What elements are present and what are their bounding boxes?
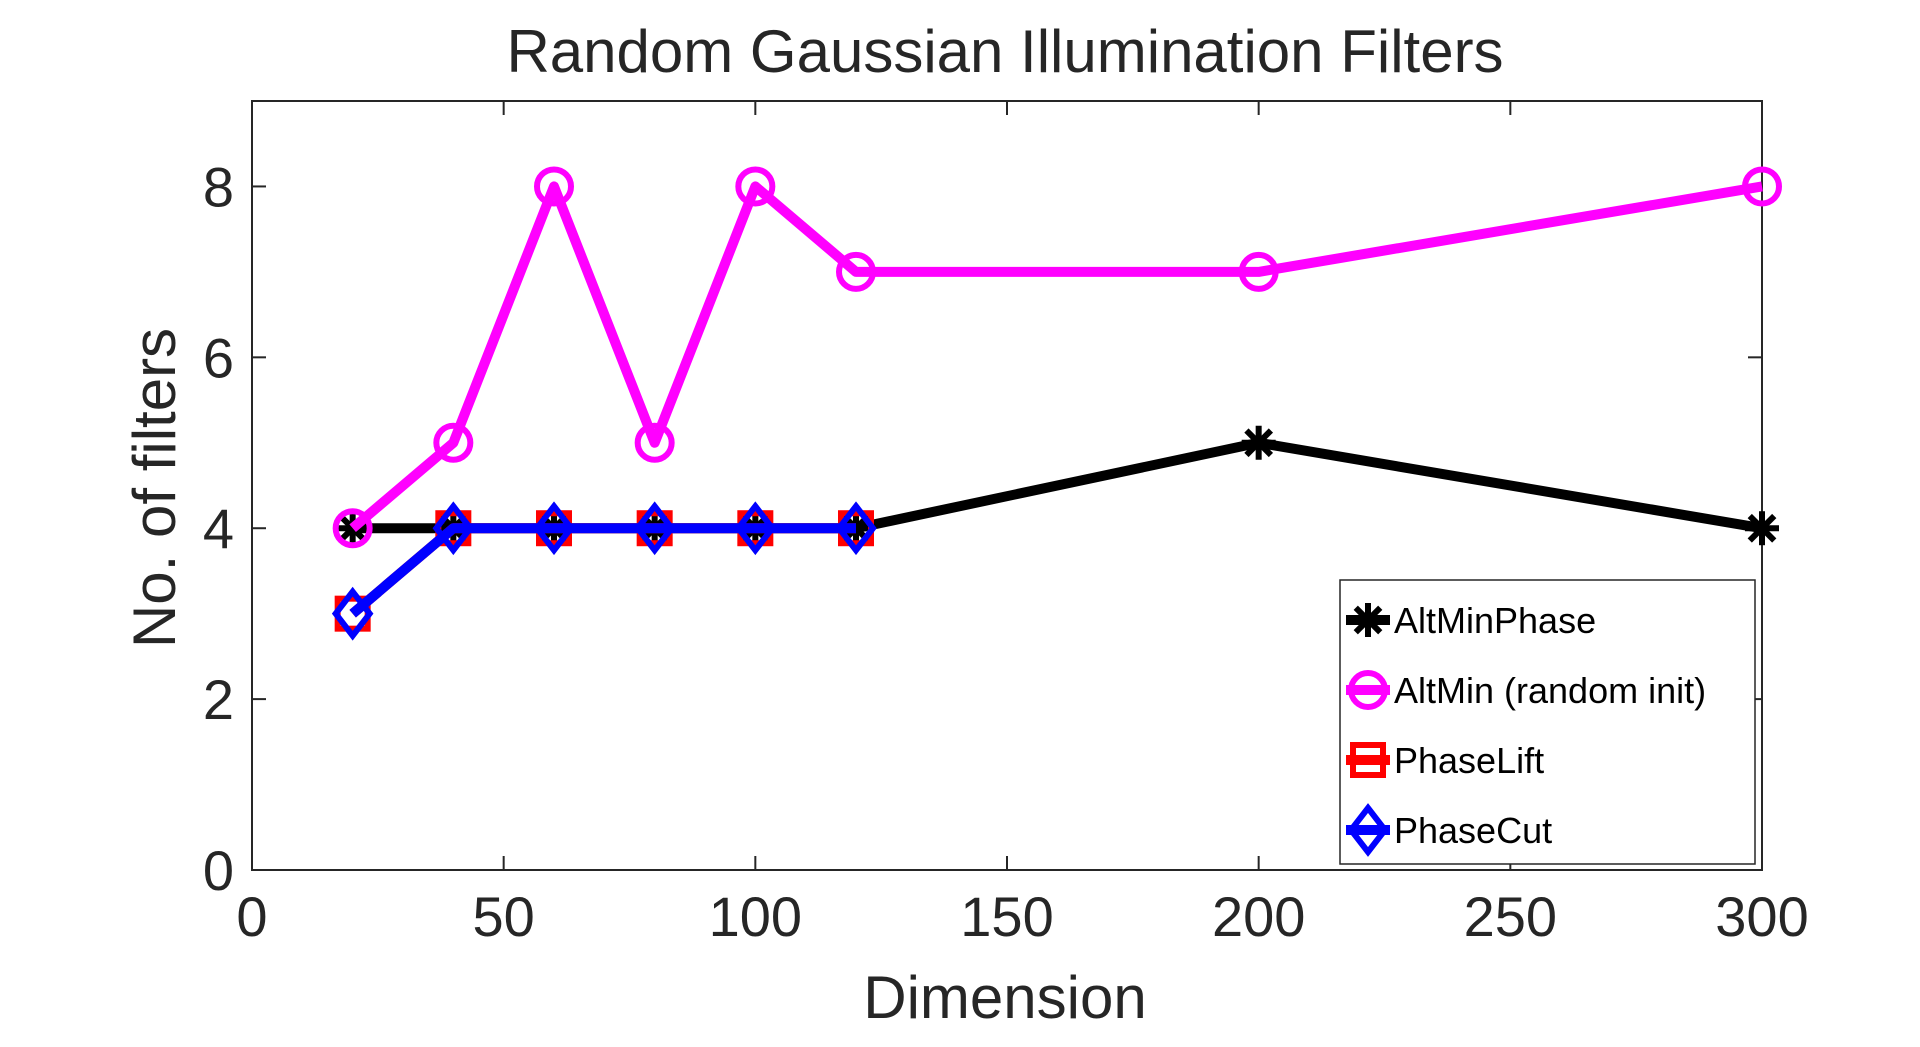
marker-shape: [1238, 251, 1279, 292]
x-tick-label: 150: [960, 885, 1053, 948]
marker-shape: [633, 501, 676, 556]
data-point: [836, 251, 876, 292]
marker-shape: [332, 508, 373, 549]
x-tick-label: 100: [709, 885, 802, 948]
marker-shape: [735, 166, 776, 207]
marker-shape: [432, 501, 475, 556]
x-tick-label: 0: [236, 885, 267, 948]
legend-marker: [1348, 670, 1388, 710]
y-tick-label: 6: [203, 326, 234, 389]
marker-shape: [836, 251, 876, 292]
series-line-1: [349, 181, 1763, 533]
data-point: [1742, 166, 1782, 207]
legend-label: AltMin (random init): [1394, 670, 1706, 711]
data-point: [633, 501, 676, 556]
y-axis-label: No. of filters: [121, 328, 188, 648]
legend-marker: [1351, 603, 1385, 637]
data-point: [1241, 425, 1276, 460]
marker-shape: [634, 422, 675, 463]
marker-shape: [331, 586, 374, 641]
data-point: [331, 586, 374, 641]
marker-shape: [1742, 166, 1782, 207]
marker-shape: [734, 501, 777, 556]
y-tick-label: 4: [203, 497, 234, 560]
marker-shape: [533, 501, 575, 556]
marker-stroke: [1353, 605, 1383, 635]
data-point: [734, 501, 777, 556]
legend-item: PhaseCut: [1346, 803, 1552, 857]
legend-marker: [1347, 803, 1389, 857]
marker-shape: [1350, 742, 1386, 778]
x-tick-label: 250: [1464, 885, 1557, 948]
marker-shape: [835, 501, 877, 556]
legend-item: PhaseLift: [1346, 740, 1544, 781]
legend-label: AltMinPhase: [1394, 600, 1596, 641]
marker-shape: [1347, 803, 1389, 857]
legend-item: AltMinPhase: [1346, 600, 1596, 641]
data-point: [735, 166, 776, 207]
x-axis-label: Dimension: [863, 964, 1146, 1031]
data-point: [1745, 511, 1779, 546]
legend: AltMinPhase AltMin (random init) PhaseLift…: [1339, 579, 1756, 865]
legend-label: PhaseCut: [1394, 810, 1552, 851]
data-point: [1238, 251, 1279, 292]
marker-stroke: [1747, 513, 1777, 543]
legend-item: AltMin (random init): [1346, 670, 1706, 711]
data-point: [332, 508, 373, 549]
data-point: [432, 501, 475, 556]
chart-title: Random Gaussian Illumination Filters: [506, 18, 1503, 85]
data-point: [835, 501, 877, 556]
y-tick-label: 2: [203, 668, 234, 731]
plot-area: 0 50 100 150 200 250 300 0 2 4 6 8: [203, 100, 1809, 948]
marker-shape: [1348, 670, 1388, 710]
data-point: [533, 501, 575, 556]
legend-marker: [1350, 742, 1386, 778]
x-tick-label: 300: [1715, 885, 1808, 948]
legend-box: [1339, 579, 1756, 865]
x-tick-label: 200: [1212, 885, 1305, 948]
y-tick-label: 0: [203, 839, 234, 902]
marker-shape: [534, 166, 574, 207]
y-tick-label: 8: [203, 155, 234, 218]
marker-stroke: [1244, 428, 1274, 458]
data-point: [634, 422, 675, 463]
x-tick-label: 50: [473, 885, 535, 948]
marker-shape: [433, 422, 474, 463]
legend-label: PhaseLift: [1394, 740, 1544, 781]
data-point: [534, 166, 574, 207]
data-point: [433, 422, 474, 463]
